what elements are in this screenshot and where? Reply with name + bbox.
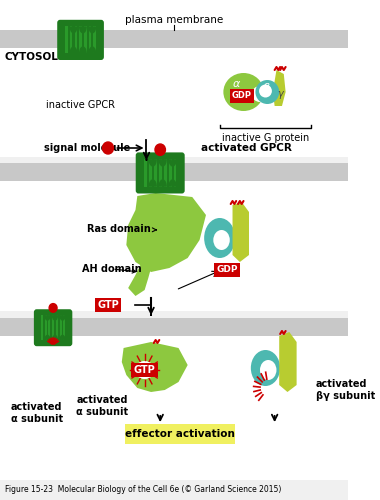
FancyBboxPatch shape: [34, 309, 72, 346]
Text: signal molecule: signal molecule: [44, 143, 130, 153]
Ellipse shape: [260, 360, 277, 380]
Text: α: α: [233, 79, 240, 89]
Polygon shape: [126, 193, 206, 272]
Ellipse shape: [259, 84, 272, 98]
Bar: [144, 159, 147, 186]
Bar: [70, 26, 73, 54]
Text: GDP: GDP: [216, 266, 238, 274]
Text: activated
α subunit: activated α subunit: [76, 395, 128, 416]
Bar: [174, 159, 176, 186]
Text: Ras domain: Ras domain: [87, 224, 157, 234]
Text: plasma membrane: plasma membrane: [125, 15, 223, 25]
Bar: [89, 26, 91, 54]
Bar: [154, 159, 157, 186]
Text: AH domain: AH domain: [82, 264, 142, 274]
Text: GTP: GTP: [97, 300, 119, 310]
FancyBboxPatch shape: [57, 20, 104, 60]
Bar: [0, 0, 348, 157]
Text: inactive G protein: inactive G protein: [222, 133, 309, 143]
Ellipse shape: [255, 80, 279, 104]
Polygon shape: [273, 70, 286, 106]
Bar: [79, 26, 82, 54]
Bar: [60, 315, 62, 340]
Ellipse shape: [252, 86, 268, 102]
Text: effector activation: effector activation: [125, 429, 235, 439]
Text: GTP: GTP: [134, 365, 155, 375]
Text: activated GPCR: activated GPCR: [201, 143, 292, 153]
Circle shape: [103, 142, 114, 154]
Circle shape: [155, 144, 165, 156]
Bar: [93, 26, 96, 54]
Bar: [0, 163, 348, 311]
Bar: [159, 159, 162, 186]
Bar: [65, 26, 68, 54]
Bar: [52, 315, 54, 340]
Text: activated
α subunit: activated α subunit: [11, 402, 63, 423]
Circle shape: [49, 304, 57, 312]
Ellipse shape: [204, 218, 235, 258]
Text: inactive GPCR: inactive GPCR: [46, 100, 115, 110]
Text: GDP: GDP: [232, 92, 252, 100]
Bar: [84, 26, 87, 54]
Bar: [0, 318, 348, 480]
Bar: [0, 318, 348, 336]
Bar: [74, 26, 77, 54]
Text: β: β: [262, 83, 269, 93]
Polygon shape: [279, 332, 297, 392]
Polygon shape: [122, 342, 188, 392]
FancyBboxPatch shape: [136, 152, 185, 194]
Bar: [41, 315, 43, 340]
Text: Figure 15-23  Molecular Biology of the Cell 6e (© Garland Science 2015): Figure 15-23 Molecular Biology of the Ce…: [5, 486, 281, 494]
Polygon shape: [233, 202, 249, 262]
Bar: [56, 315, 58, 340]
Ellipse shape: [213, 230, 230, 250]
Ellipse shape: [251, 350, 280, 386]
Polygon shape: [128, 262, 151, 296]
Ellipse shape: [135, 361, 155, 379]
Bar: [149, 159, 152, 186]
Bar: [0, 30, 348, 48]
Bar: [164, 159, 166, 186]
Bar: [63, 315, 65, 340]
Text: activated
βγ subunit: activated βγ subunit: [316, 379, 375, 401]
Text: CYTOSOL: CYTOSOL: [5, 52, 59, 62]
Ellipse shape: [223, 73, 264, 111]
FancyBboxPatch shape: [125, 424, 235, 444]
Bar: [44, 315, 47, 340]
Bar: [48, 315, 51, 340]
Bar: [169, 159, 171, 186]
Bar: [0, 163, 348, 181]
Text: γ: γ: [277, 89, 283, 99]
